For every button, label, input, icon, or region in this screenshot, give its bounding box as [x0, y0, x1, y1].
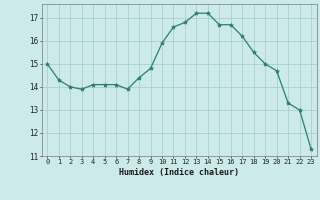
- X-axis label: Humidex (Indice chaleur): Humidex (Indice chaleur): [119, 168, 239, 177]
